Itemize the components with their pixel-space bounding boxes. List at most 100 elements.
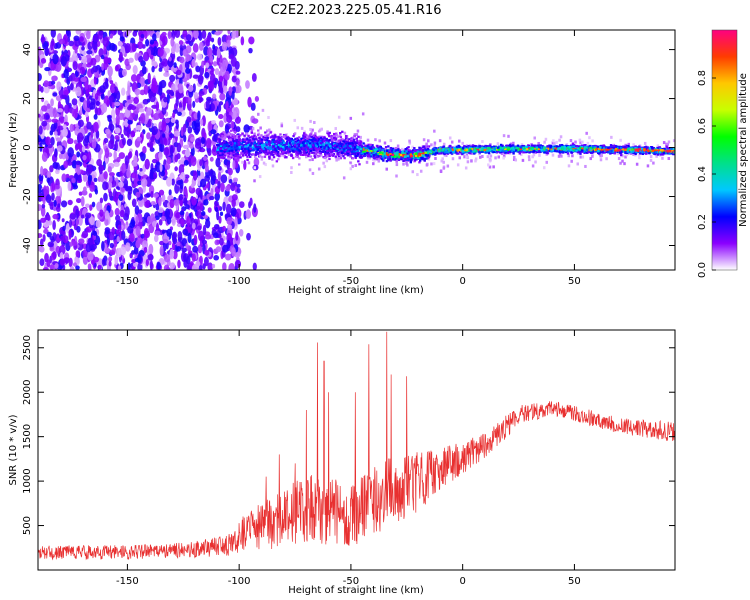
- heatmap-cell: [465, 155, 468, 159]
- heatmap-cell: [108, 172, 115, 177]
- heatmap-cell: [42, 168, 49, 176]
- heatmap-cell: [163, 72, 170, 78]
- heatmap-cell: [204, 164, 209, 173]
- heatmap-cell: [343, 131, 347, 135]
- heatmap-cell: [38, 183, 43, 194]
- heatmap-cell: [52, 213, 59, 220]
- heatmap-cell: [201, 60, 205, 69]
- heatmap-cell: [527, 155, 531, 159]
- heatmap-cell: [121, 68, 128, 77]
- heatmap-cell: [207, 207, 212, 213]
- heatmap-cell: [51, 38, 55, 47]
- heatmap-cell: [130, 172, 137, 179]
- heatmap-cell: [68, 40, 75, 47]
- heatmap-cell: [161, 31, 167, 37]
- heatmap-cell: [195, 65, 201, 73]
- heatmap-cell: [567, 154, 570, 158]
- heatmap-cell: [115, 114, 120, 126]
- heatmap-cell: [576, 162, 580, 166]
- heatmap-cell: [137, 209, 143, 214]
- heatmap-cell: [170, 117, 176, 123]
- heatmap-cell: [334, 155, 337, 158]
- heatmap-cell: [451, 157, 455, 161]
- heatmap-cell: [114, 65, 119, 72]
- heatmap-cell: [216, 48, 221, 59]
- heatmap-cell: [179, 199, 184, 207]
- heatmap-cell: [311, 171, 315, 175]
- heatmap-cell: [162, 238, 169, 244]
- heatmap-cell: [354, 164, 358, 168]
- heatmap-cell: [172, 112, 176, 119]
- heatmap-cell: [52, 53, 59, 65]
- heatmap-cell: [169, 145, 174, 157]
- heatmap-cell: [387, 145, 390, 148]
- heatmap-cell: [223, 85, 228, 94]
- heatmap-cell: [82, 50, 87, 56]
- heatmap-cell: [214, 68, 220, 76]
- heatmap-cell: [235, 84, 242, 94]
- heatmap-cell: [146, 132, 151, 140]
- heatmap-cell: [166, 228, 173, 237]
- heatmap-cell: [102, 36, 109, 47]
- heatmap-cell: [49, 236, 55, 241]
- heatmap-cell: [105, 182, 109, 190]
- heatmap-cell: [190, 155, 197, 167]
- heatmap-cell: [232, 177, 239, 183]
- heatmap-cell: [337, 115, 341, 119]
- heatmap-cell: [114, 259, 119, 266]
- heatmap-cell: [586, 141, 590, 145]
- heatmap-cell: [450, 140, 454, 144]
- heatmap-cell: [566, 152, 570, 155]
- heatmap-cell: [209, 70, 214, 76]
- heatmap-cell: [182, 96, 187, 108]
- heatmap-cell: [396, 144, 400, 148]
- heatmap-cell: [62, 131, 68, 137]
- heatmap-cell: [116, 247, 122, 258]
- heatmap-cell: [389, 139, 393, 143]
- heatmap-cell: [158, 196, 162, 207]
- heatmap-cell: [80, 214, 85, 219]
- heatmap-cell: [38, 233, 43, 238]
- heatmap-cell: [235, 70, 241, 75]
- heatmap-cell: [489, 158, 492, 162]
- heatmap-cell: [216, 239, 221, 245]
- heatmap-cell: [169, 249, 175, 260]
- heatmap-cell: [210, 170, 216, 180]
- heatmap-cell: [58, 38, 65, 45]
- heatmap-cell: [126, 138, 133, 147]
- heatmap-cell: [119, 36, 125, 42]
- heatmap-cell: [61, 173, 67, 183]
- heatmap-cell: [335, 158, 338, 162]
- heatmap-cell: [149, 260, 154, 270]
- heatmap-cell: [110, 108, 116, 120]
- heatmap-cell: [204, 234, 212, 240]
- heatmap-cell: [84, 111, 89, 118]
- heatmap-cell: [667, 140, 671, 144]
- heatmap-cell: [192, 74, 199, 79]
- heatmap-cell: [99, 85, 106, 94]
- heatmap-cell: [40, 238, 44, 247]
- heatmap-cell: [146, 98, 151, 103]
- heatmap-cell: [76, 225, 81, 233]
- heatmap-cell: [225, 185, 231, 192]
- heatmap-cell: [534, 160, 537, 164]
- heatmap-cell: [231, 247, 236, 257]
- heatmap-cell: [342, 176, 346, 180]
- heatmap-cell: [49, 130, 54, 136]
- heatmap-cell: [290, 170, 293, 174]
- heatmap-cell: [218, 75, 224, 82]
- heatmap-cell: [104, 229, 110, 235]
- heatmap-cell: [231, 90, 235, 100]
- heatmap-cell: [246, 232, 251, 241]
- heatmap-cell: [581, 155, 585, 159]
- heatmap-cell: [494, 156, 497, 160]
- heatmap-cell: [104, 210, 110, 220]
- heatmap-cell: [215, 157, 221, 168]
- heatmap-cell: [259, 126, 262, 130]
- heatmap-cell: [87, 237, 94, 246]
- heatmap-cell: [132, 30, 138, 37]
- heatmap-cell: [179, 56, 185, 64]
- heatmap-cell: [106, 57, 112, 64]
- heatmap-cell: [192, 170, 198, 181]
- heatmap-cell: [142, 145, 147, 154]
